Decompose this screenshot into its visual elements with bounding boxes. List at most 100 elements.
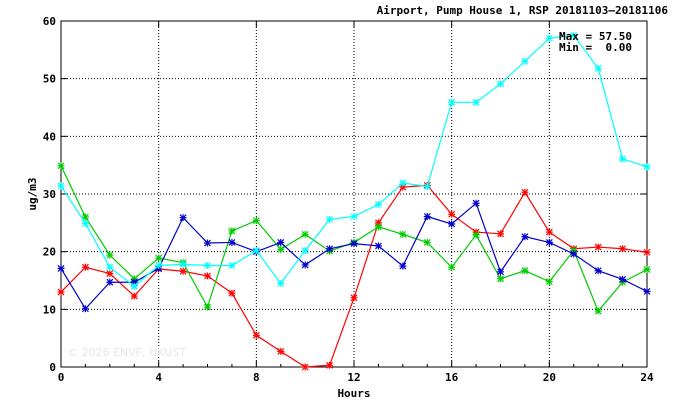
data-point [350,240,358,248]
data-point [81,263,89,271]
data-point [57,264,65,272]
data-point [81,305,89,313]
data-point [204,303,211,311]
x-tick-label: 24 [640,371,654,384]
data-point [326,361,334,369]
y-tick-label: 30 [43,188,56,201]
data-point [643,163,651,171]
data-point [472,199,480,207]
series-layer [57,31,651,371]
data-point [155,262,163,270]
data-point [594,64,602,72]
data-point [570,31,578,39]
data-point [350,212,358,220]
data-point [155,254,163,262]
data-point [423,183,431,191]
data-point [57,288,65,296]
data-point [497,268,504,276]
x-tick-label: 16 [445,371,459,384]
data-point [594,307,602,315]
data-point [545,278,553,286]
data-point [277,238,285,246]
min-label: Min = [559,41,592,54]
data-point [497,275,504,283]
data-point [301,230,309,238]
stats-box: Max = 57.50 Min = 0.00 [559,30,632,54]
data-point [277,245,285,253]
data-point [301,363,309,371]
data-point [619,275,627,283]
series-line [60,34,648,288]
data-point [472,98,480,106]
data-point [570,250,578,258]
data-point [643,248,651,256]
watermark: © 2026 ENVF, HKUST [67,346,186,359]
series-4 [57,31,651,290]
data-point [521,188,529,196]
data-point [448,210,456,218]
data-point [301,261,309,269]
data-point [374,242,382,250]
data-point [521,233,529,241]
data-point [643,266,651,274]
data-point [374,200,382,208]
data-point [521,267,529,275]
data-point [423,238,431,246]
data-point [179,267,187,275]
data-point [448,263,456,271]
data-point [277,347,285,355]
data-point [399,262,407,270]
data-point [106,278,114,286]
data-point [619,155,627,163]
x-tick-label: 4 [155,371,162,384]
min-value: 0.00 [606,41,633,54]
data-point [399,179,407,187]
data-point [545,228,553,236]
data-point [204,239,211,247]
data-point [106,251,114,259]
data-point [252,217,260,225]
y-tick-label: 40 [43,130,56,143]
chart-title: Airport, Pump House 1, RSP 20181103–2018… [377,4,669,17]
data-point [277,279,285,287]
data-point [228,262,236,270]
x-tick-label: 8 [253,371,260,384]
axis-ticks: 0 4 8 12 16 20 24 0 10 20 30 40 50 60 [43,15,654,384]
data-point [448,220,456,228]
data-point [326,245,334,253]
data-point [204,272,211,280]
y-tick-label: 10 [43,303,56,316]
x-tick-label: 12 [347,371,360,384]
data-point [81,213,89,221]
data-point [204,262,211,270]
data-point [472,231,480,239]
y-tick-label: 20 [43,246,56,259]
x-tick-label: 0 [58,371,65,384]
data-point [497,80,504,88]
data-point [350,294,358,302]
gridlines [61,21,647,367]
data-point [81,219,89,227]
data-point [106,263,114,271]
data-point [448,98,456,106]
data-point [228,227,236,235]
data-point [497,230,504,238]
data-point [326,215,334,223]
max-value: 57.50 [599,30,632,43]
data-point [57,182,65,190]
data-point [521,57,529,65]
data-point [130,292,138,300]
data-point [130,282,138,290]
data-point [619,245,627,253]
max-label: Max = [559,30,592,43]
data-point [179,260,187,268]
y-tick-label: 50 [43,73,56,86]
data-point [423,212,431,220]
data-point [545,238,553,246]
data-point [301,247,309,255]
data-point [545,34,553,42]
x-axis-label: Hours [337,387,370,400]
data-point [594,243,602,251]
data-point [228,289,236,297]
